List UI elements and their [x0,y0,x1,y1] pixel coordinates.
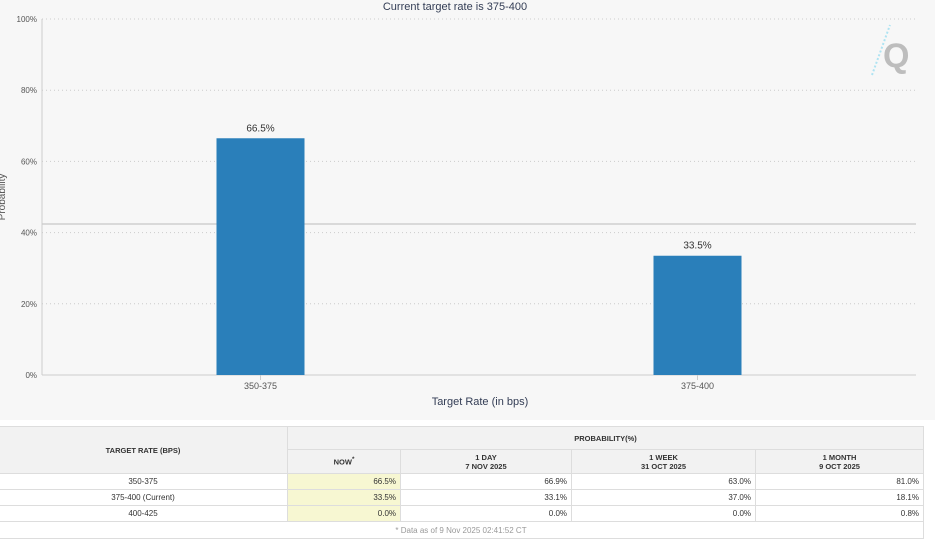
target-rate-header: TARGET RATE (BPS) [0,426,288,474]
y-axis-label: Probability [0,174,8,221]
period-now-header: NOW* [287,449,401,474]
bar [653,255,742,375]
rate-cell: 400-425 [0,505,288,522]
value-cell: 33.5% [287,489,401,506]
probability-header: PROBABILITY(%) [287,426,924,450]
y-tick-label: 80% [21,86,37,95]
period-1day-header: 1 DAY 7 NOV 2025 [400,449,572,474]
period-1week-header: 1 WEEK 31 OCT 2025 [571,449,756,474]
data-label: 66.5% [246,123,274,134]
y-tick-label: 100% [17,15,37,24]
q-logo-icon: Q [871,24,909,76]
value-cell: 0.0% [571,505,756,522]
table-row: 350-375 66.5% 66.9% 63.0% 81.0% [0,473,924,490]
y-tick-label: 0% [25,371,37,380]
y-tick-label: 60% [21,157,37,166]
value-cell: 0.8% [755,505,924,522]
probability-table: TARGET RATE (BPS) PROBABILITY(%) NOW* 1 … [0,426,924,539]
value-cell: 37.0% [571,489,756,506]
data-timestamp-footnote: * Data as of 9 Nov 2025 02:41:52 CT [0,521,924,539]
bar [216,138,305,375]
period-1month-header: 1 MONTH 9 OCT 2025 [755,449,924,474]
x-tick-label: 350-375 [244,381,277,391]
value-cell: 33.1% [400,489,572,506]
x-tick-label: 375-400 [681,381,714,391]
y-tick-label: 40% [21,229,37,238]
rate-cell: 375-400 (Current) [0,489,288,506]
svg-text:Q: Q [883,37,909,75]
table-row: 400-425 0.0% 0.0% 0.0% 0.8% [0,505,924,522]
y-tick-label: 20% [21,300,37,309]
value-cell: 81.0% [755,473,924,490]
table-row: 375-400 (Current) 33.5% 33.1% 37.0% 18.1… [0,489,924,506]
data-label: 33.5% [683,241,711,252]
rate-cell: 350-375 [0,473,288,490]
value-cell: 66.5% [287,473,401,490]
value-cell: 0.0% [400,505,572,522]
x-axis-label: Target Rate (in bps) [432,396,529,408]
value-cell: 63.0% [571,473,756,490]
chart-title: Current target rate is 375-400 [383,1,527,13]
probability-chart: Current target rate is 375-400 Probabili… [0,1,916,408]
value-cell: 66.9% [400,473,572,490]
value-cell: 18.1% [755,489,924,506]
value-cell: 0.0% [287,505,401,522]
